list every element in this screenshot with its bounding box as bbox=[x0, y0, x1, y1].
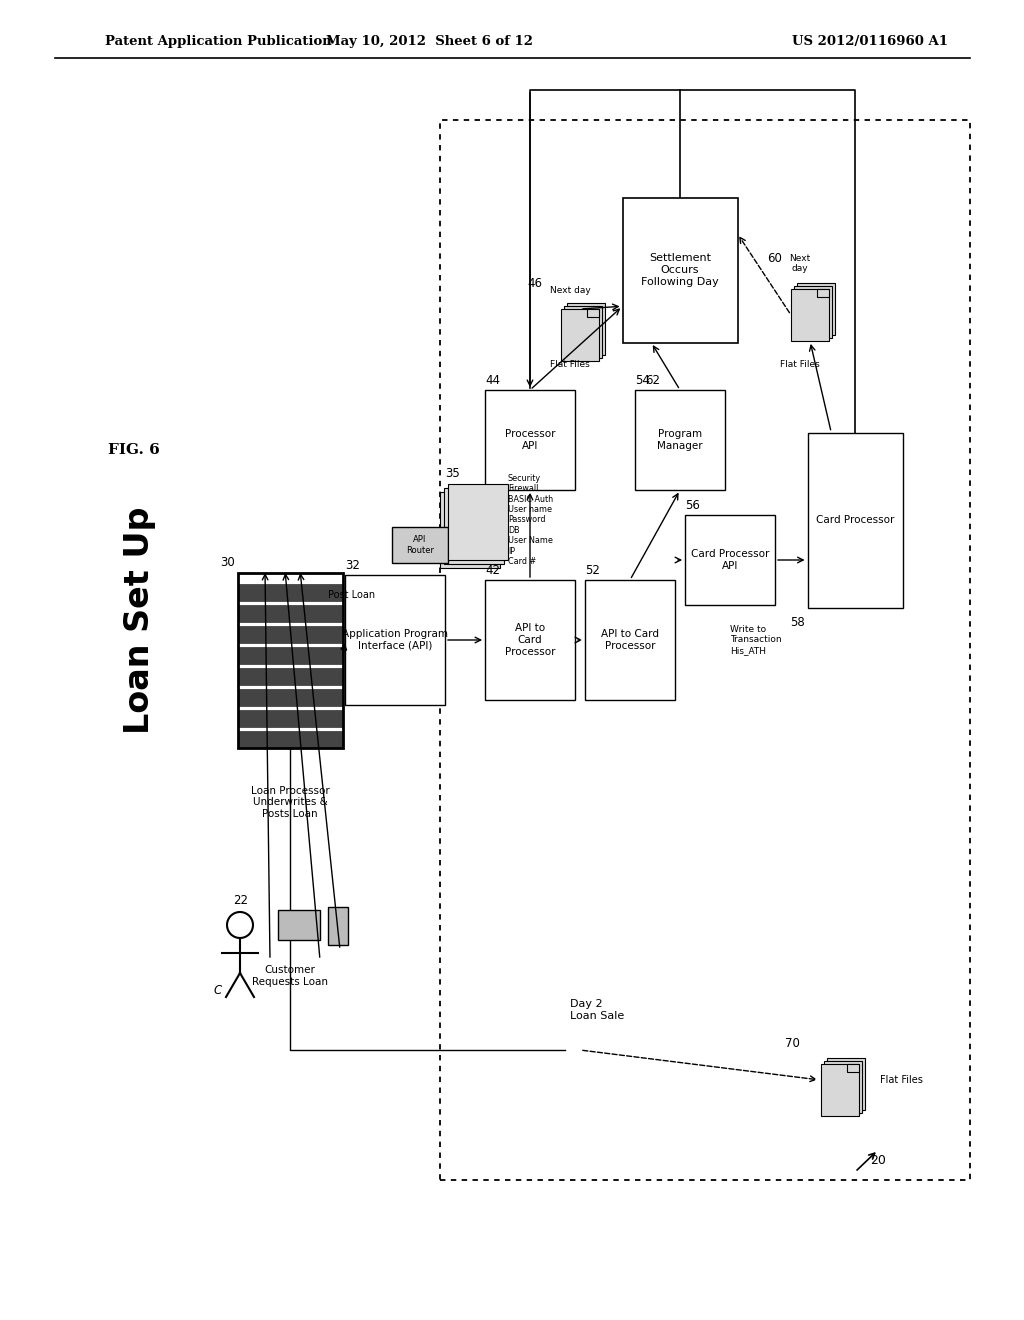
FancyBboxPatch shape bbox=[485, 579, 575, 700]
Text: C: C bbox=[214, 983, 222, 997]
FancyBboxPatch shape bbox=[444, 488, 504, 564]
Text: Day 2
Loan Sale: Day 2 Loan Sale bbox=[570, 999, 625, 1020]
FancyBboxPatch shape bbox=[821, 1064, 859, 1115]
FancyBboxPatch shape bbox=[827, 1059, 865, 1110]
Text: 70: 70 bbox=[785, 1038, 800, 1049]
Bar bbox=[238, 689, 342, 705]
Text: 32: 32 bbox=[345, 558, 359, 572]
Text: 22: 22 bbox=[233, 894, 248, 907]
FancyBboxPatch shape bbox=[567, 304, 605, 355]
Bar bbox=[238, 626, 342, 643]
Text: 56: 56 bbox=[685, 499, 699, 512]
FancyBboxPatch shape bbox=[685, 515, 775, 605]
FancyBboxPatch shape bbox=[791, 289, 829, 341]
Bar bbox=[238, 605, 342, 622]
Text: Loan Set Up: Loan Set Up bbox=[124, 507, 157, 734]
Text: 20: 20 bbox=[870, 1154, 886, 1167]
Text: Write to
Transaction
His_ATH: Write to Transaction His_ATH bbox=[730, 626, 781, 655]
Text: Next day: Next day bbox=[550, 286, 591, 294]
FancyBboxPatch shape bbox=[328, 907, 348, 945]
Text: Card Processor: Card Processor bbox=[816, 515, 894, 525]
Text: API to
Card
Processor: API to Card Processor bbox=[505, 623, 555, 656]
FancyBboxPatch shape bbox=[485, 389, 575, 490]
Text: May 10, 2012  Sheet 6 of 12: May 10, 2012 Sheet 6 of 12 bbox=[327, 36, 534, 49]
FancyBboxPatch shape bbox=[635, 389, 725, 490]
FancyBboxPatch shape bbox=[585, 579, 675, 700]
Bar bbox=[238, 730, 342, 747]
Text: Program
Manager: Program Manager bbox=[657, 429, 702, 451]
FancyBboxPatch shape bbox=[564, 306, 602, 358]
FancyBboxPatch shape bbox=[345, 576, 445, 705]
FancyBboxPatch shape bbox=[449, 484, 508, 560]
Text: 58: 58 bbox=[790, 615, 805, 628]
Text: 52: 52 bbox=[585, 564, 600, 577]
Bar bbox=[238, 668, 342, 685]
FancyBboxPatch shape bbox=[440, 492, 500, 568]
Text: 54: 54 bbox=[635, 374, 650, 387]
Text: Customer
Requests Loan: Customer Requests Loan bbox=[252, 965, 328, 986]
Bar bbox=[238, 710, 342, 726]
Text: Application Program
Interface (API): Application Program Interface (API) bbox=[342, 630, 449, 651]
Text: 60: 60 bbox=[767, 252, 782, 265]
FancyBboxPatch shape bbox=[794, 286, 831, 338]
Text: API to Card
Processor: API to Card Processor bbox=[601, 630, 659, 651]
Text: 35: 35 bbox=[445, 467, 460, 480]
Text: Loan Processor
Underwrites &
Posts Loan: Loan Processor Underwrites & Posts Loan bbox=[251, 785, 330, 818]
Text: Flat Files: Flat Files bbox=[550, 360, 590, 370]
FancyBboxPatch shape bbox=[847, 1064, 859, 1072]
Text: 46: 46 bbox=[527, 277, 542, 290]
FancyBboxPatch shape bbox=[808, 433, 902, 607]
FancyBboxPatch shape bbox=[561, 309, 599, 360]
Text: Settlement
Occurs
Following Day: Settlement Occurs Following Day bbox=[641, 253, 719, 286]
Text: Flat Files: Flat Files bbox=[780, 360, 820, 370]
FancyBboxPatch shape bbox=[623, 198, 737, 342]
FancyBboxPatch shape bbox=[587, 309, 599, 317]
FancyBboxPatch shape bbox=[824, 1061, 862, 1113]
Text: Security
Firewall
BASIC Auth
User name
Password
DB
User Name
IP
Card #: Security Firewall BASIC Auth User name P… bbox=[508, 474, 553, 566]
Text: FIG. 6: FIG. 6 bbox=[108, 444, 160, 457]
Text: Flat Files: Flat Files bbox=[880, 1074, 923, 1085]
FancyBboxPatch shape bbox=[392, 527, 449, 564]
Text: API
Router: API Router bbox=[406, 536, 434, 554]
FancyBboxPatch shape bbox=[278, 909, 319, 940]
FancyBboxPatch shape bbox=[797, 282, 835, 335]
Text: Patent Application Publication: Patent Application Publication bbox=[105, 36, 332, 49]
Text: 30: 30 bbox=[220, 557, 234, 569]
Text: US 2012/0116960 A1: US 2012/0116960 A1 bbox=[792, 36, 948, 49]
Bar bbox=[238, 583, 342, 601]
Text: 42: 42 bbox=[485, 564, 500, 577]
Bar bbox=[238, 647, 342, 664]
Text: Store Loan
Information: Store Loan Information bbox=[688, 581, 740, 599]
Text: Processor
API: Processor API bbox=[505, 429, 555, 451]
Text: Next
day: Next day bbox=[790, 253, 811, 273]
Text: 44: 44 bbox=[485, 374, 500, 387]
FancyBboxPatch shape bbox=[817, 289, 829, 297]
Text: 62: 62 bbox=[645, 374, 660, 387]
Text: Card Processor
API: Card Processor API bbox=[691, 549, 769, 570]
Text: Post Loan: Post Loan bbox=[329, 590, 376, 601]
